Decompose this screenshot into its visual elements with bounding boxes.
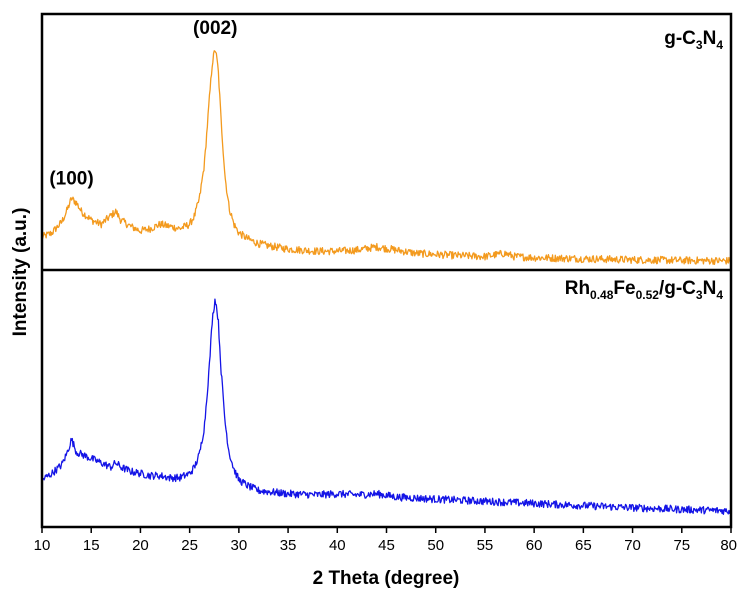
peak-label-1: (100) — [49, 169, 93, 190]
x-tick-label: 75 — [673, 537, 690, 554]
axes: 10 15 20 25 30 35 40 45 50 55 60 65 70 75 80 — [34, 12, 737, 554]
x-tick-label: 35 — [280, 537, 297, 554]
legend-label-2: Rh0.48Fe0.52/g-C3N4 — [565, 278, 724, 302]
x-tick-label: 80 — [720, 537, 737, 554]
x-tick-label: 25 — [181, 537, 198, 554]
plot-area: g-C3N4 (100) (002) Rh0.48Fe0.52/g-C3N4 — [41, 18, 732, 515]
y-axis-title: Intensity (a.u.) — [10, 208, 31, 337]
x-tick-label: 65 — [575, 537, 592, 554]
series-line-1 — [41, 50, 732, 266]
x-tick-label: 30 — [231, 537, 248, 554]
x-tick-label: 40 — [329, 537, 346, 554]
legend-label-1: g-C3N4 — [664, 28, 723, 52]
x-tick-label: 10 — [34, 537, 51, 554]
x-tick-label: 70 — [624, 537, 641, 554]
series-line-2 — [41, 298, 732, 515]
x-tick-label: 60 — [526, 537, 543, 554]
x-tick-label: 20 — [132, 537, 149, 554]
x-tick-label: 45 — [378, 537, 395, 554]
x-axis-title: 2 Theta (degree) — [313, 568, 460, 589]
x-tick-label: 15 — [83, 537, 100, 554]
x-tick-label: 55 — [477, 537, 494, 554]
peak-label-2: (002) — [193, 18, 237, 39]
x-tick-label: 50 — [427, 537, 444, 554]
